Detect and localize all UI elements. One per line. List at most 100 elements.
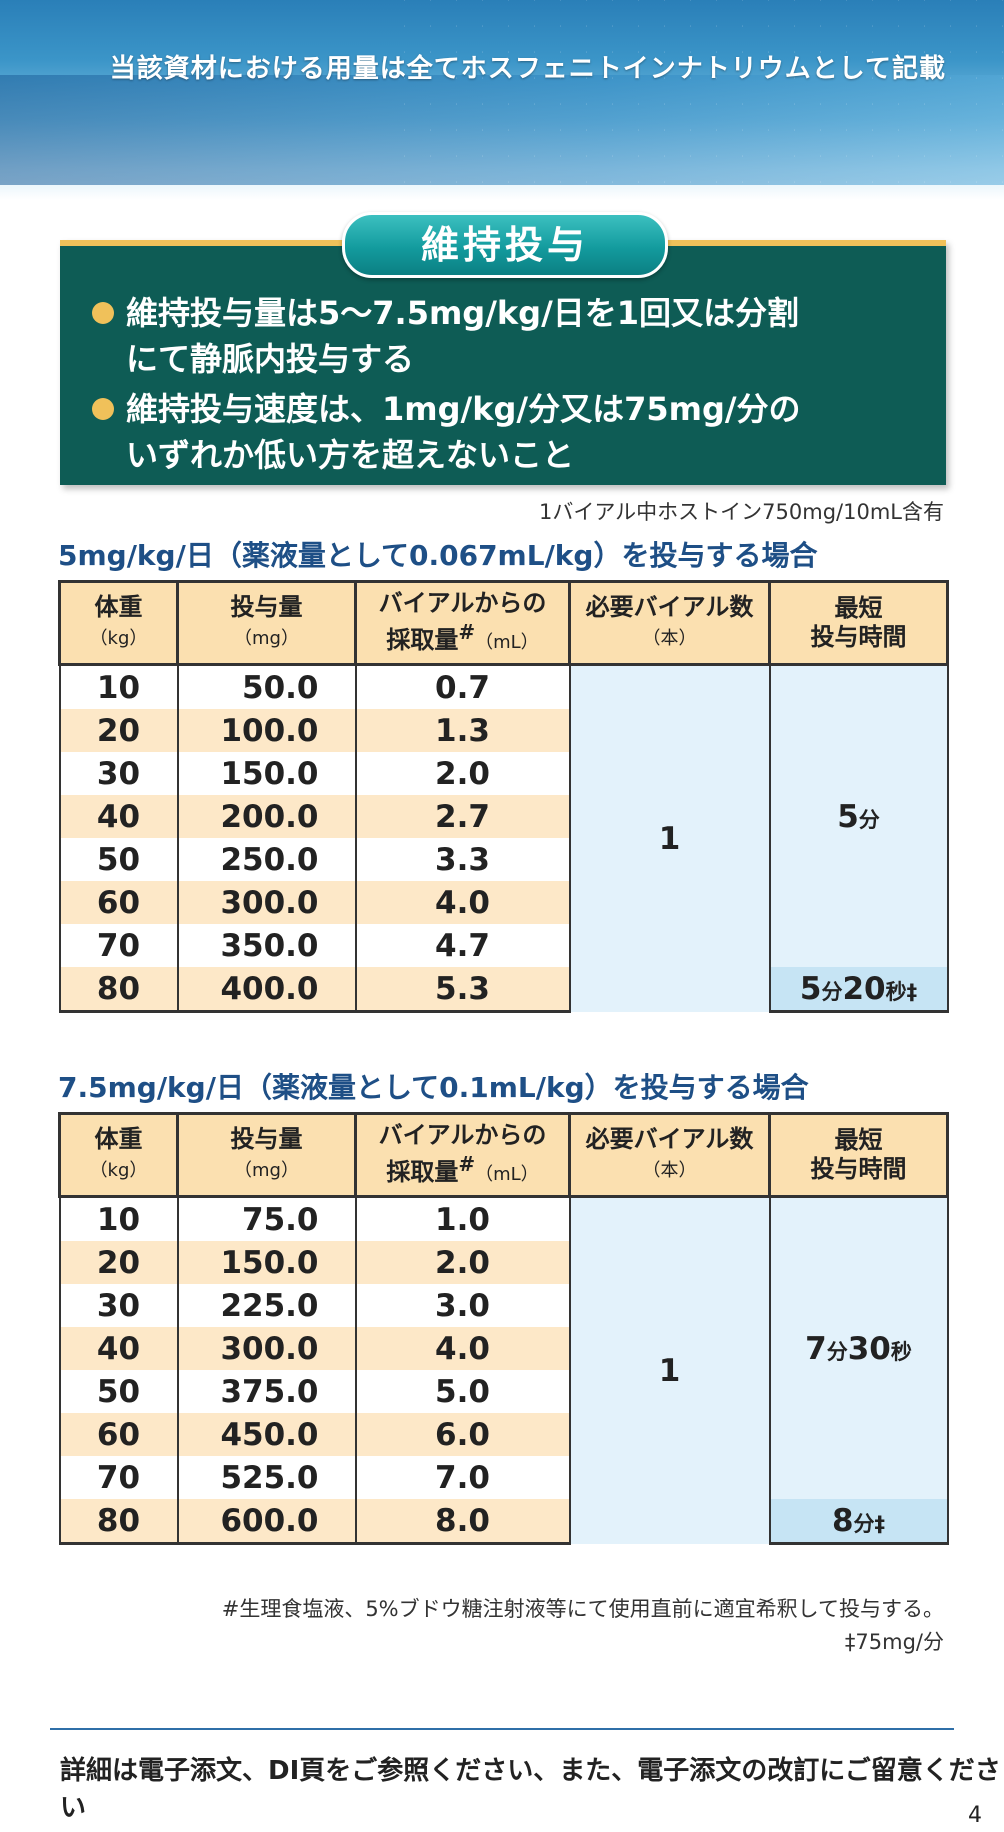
cell-dose: 525.0 [176,1456,357,1499]
cell-dose: 300.0 [176,881,357,924]
table-row: 20 150.0 2.0 [58,1241,948,1284]
cell-dose: 150.0 [176,1241,357,1284]
table2-title: 7.5mg/kg/日（薬液量として0.1mL/kg）を投与する場合 [58,1071,809,1104]
footer-divider [50,1728,954,1730]
header-weight: 体重 （kg） [58,1112,179,1198]
bullet-line: にて静脈内投与する [126,340,415,378]
header-time: 最短 投与時間 [768,1112,949,1198]
table-row: 60 450.0 6.0 [58,1413,948,1456]
header-vials: 必要バイアル数 （本） [568,580,771,666]
cell-time-last: 8分‡ [768,1499,949,1545]
header-time: 最短 投与時間 [768,580,949,666]
maintenance-box [60,240,946,485]
footer-note: 詳細は電子添文、DI頁をご参照ください、また、電子添文の改訂にご留意ください [60,1756,1001,1823]
table-row: 50 250.0 3.3 [58,838,948,881]
cell-dose: 150.0 [176,752,357,795]
footnote-rate: ‡75mg/分 [844,1630,944,1654]
header-pattern [404,0,1004,200]
cell-weight: 80 [58,1499,179,1545]
cell-volume: 2.0 [354,752,571,795]
cell-volume: 4.0 [354,881,571,924]
cell-volume: 7.0 [354,1456,571,1499]
cell-volume: 6.0 [354,1413,571,1456]
cell-weight: 70 [58,924,179,967]
table-row: 70 350.0 4.7 [58,924,948,967]
header-volume: バイアルからの 採取量#（mL） [354,1112,571,1198]
cell-weight: 50 [58,838,179,881]
header-dose: 投与量 （mg） [176,580,357,666]
table-row: 10 75.0 1.0 1 7分30秒 [58,1196,949,1544]
cell-dose: 600.0 [176,1499,357,1545]
cell-volume: 2.0 [354,1241,571,1284]
bullet-line: 維持投与量は5～7.5mg/kg/日を1回又は分割 [126,294,800,332]
cell-volume: 8.0 [354,1499,571,1545]
bullet-item: 維持投与量は5～7.5mg/kg/日を1回又は分割 にて静脈内投与する [92,290,932,382]
cell-weight: 20 [58,1241,179,1284]
page-number: 4 [968,1803,982,1828]
cell-time-last: 5分20秒‡ [768,967,949,1013]
cell-volume: 4.7 [354,924,571,967]
cell-volume: 3.3 [354,838,571,881]
cell-volume: 2.7 [354,795,571,838]
header-weight: 体重 （kg） [58,580,179,666]
cell-dose: 450.0 [176,1413,357,1456]
header-dose: 投与量 （mg） [176,1112,357,1198]
bullet-line: いずれか低い方を超えないこと [126,436,575,474]
cell-volume: 3.0 [354,1284,571,1327]
cell-volume: 5.3 [354,967,571,1013]
cell-weight: 40 [58,1327,179,1370]
cell-dose: 375.0 [176,1370,357,1413]
cell-dose: 400.0 [176,967,357,1013]
cell-volume: 1.0 [354,1196,571,1241]
cell-weight: 30 [58,1284,179,1327]
cell-volume: 1.3 [354,709,571,752]
cell-time: 7分30秒 [768,1196,949,1499]
table-row: 40 300.0 4.0 [58,1327,948,1370]
table-row: 60 300.0 4.0 [58,881,948,924]
table-row: 80 400.0 5.3 5分20秒‡ [58,967,949,1013]
cell-weight: 50 [58,1370,179,1413]
cell-dose: 225.0 [176,1284,357,1327]
cell-weight: 10 [58,1196,179,1241]
cell-dose: 350.0 [176,924,357,967]
dose-table-1: 体重 （kg） 投与量 （mg） バイアルからの 採取量#（mL） 必要バイアル数 （本… [58,580,949,1013]
cell-weight: 40 [58,795,179,838]
bullet-item: 維持投与速度は、1mg/kg/分又は75mg/分の いずれか低い方を超えないこと [92,386,932,478]
cell-volume: 4.0 [354,1327,571,1370]
header-volume: バイアルからの 採取量#（mL） [354,580,571,666]
cell-time: 5分 [768,664,949,967]
cell-weight: 60 [58,1413,179,1456]
cell-vials: 1 [568,1196,771,1544]
table-row: 10 50.0 0.7 1 5分 [58,664,949,1012]
header-vials: 必要バイアル数 （本） [568,1112,771,1198]
section-title: 維持投与 [342,212,668,278]
bullet-line: 維持投与速度は、1mg/kg/分又は75mg/分の [126,390,801,428]
cell-weight: 20 [58,709,179,752]
cell-weight: 60 [58,881,179,924]
cell-dose: 200.0 [176,795,357,838]
cell-weight: 10 [58,664,179,709]
cell-dose: 100.0 [176,709,357,752]
cell-weight: 70 [58,1456,179,1499]
table-row: 30 225.0 3.0 [58,1284,948,1327]
table-row: 40 200.0 2.7 [58,795,948,838]
table-row: 70 525.0 7.0 [58,1456,948,1499]
table-row: 20 100.0 1.3 [58,709,948,752]
cell-dose: 75.0 [176,1196,357,1241]
table1-title: 5mg/kg/日（薬液量として0.067mL/kg）を投与する場合 [58,539,818,572]
dose-table-2: 体重 （kg） 投与量 （mg） バイアルからの 採取量#（mL） 必要バイアル数 （本… [58,1112,949,1545]
cell-dose: 50.0 [176,664,357,709]
bullet-list: 維持投与量は5～7.5mg/kg/日を1回又は分割 にて静脈内投与する 維持投与… [92,290,932,482]
cell-vials: 1 [568,664,771,1012]
header-banner: 当該資材における用量は全てホスフェニトインナトリウムとして記載 [0,0,1004,200]
cell-volume: 5.0 [354,1370,571,1413]
cell-weight: 30 [58,752,179,795]
table-row: 30 150.0 2.0 [58,752,948,795]
cell-weight: 80 [58,967,179,1013]
cell-volume: 0.7 [354,664,571,709]
footnote-dilution: #生理食塩液、5%ブドウ糖注射液等にて使用直前に適宜希釈して投与する。 [221,1597,944,1621]
table-row: 80 600.0 8.0 8分‡ [58,1499,949,1545]
cell-dose: 300.0 [176,1327,357,1370]
header-note: 当該資材における用量は全てホスフェニトインナトリウムとして記載 [109,54,946,84]
vial-note: 1バイアル中ホストイン750mg/10mL含有 [539,500,944,524]
